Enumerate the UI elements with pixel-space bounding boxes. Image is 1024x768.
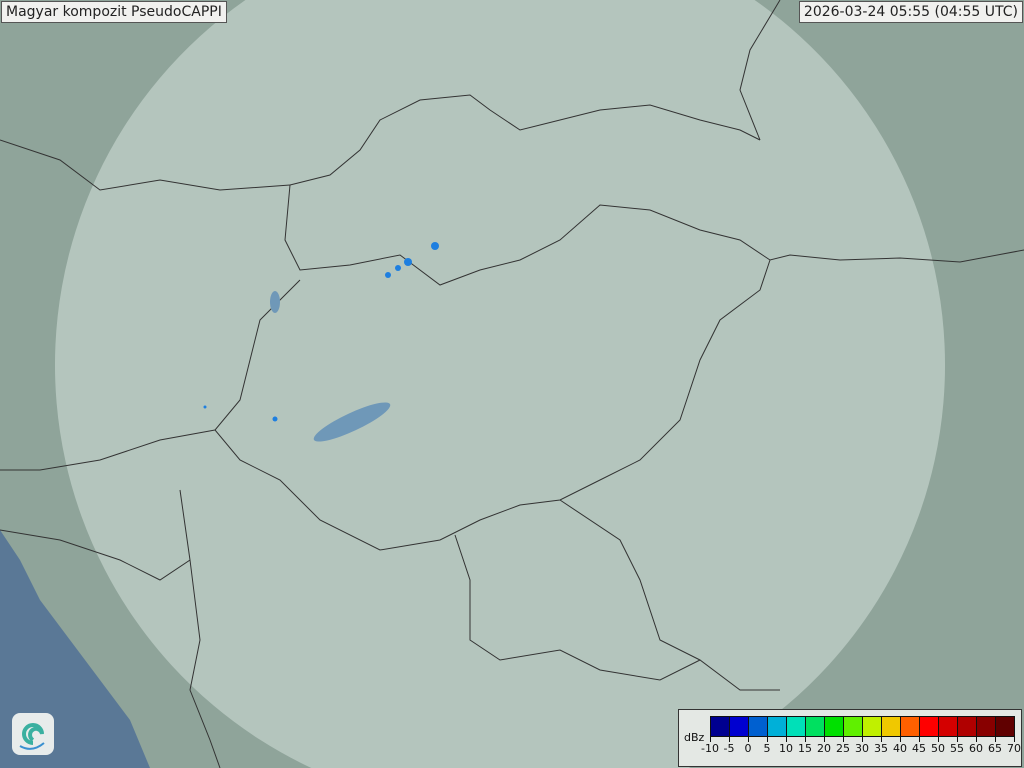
legend-tick (729, 737, 730, 742)
legend-tick-label: 15 (798, 742, 812, 755)
legend-tick (938, 737, 939, 742)
lake-neusiedl (270, 291, 280, 313)
lakes (270, 291, 391, 442)
legend-tick-label: 35 (874, 742, 888, 755)
legend-tick-label: 10 (779, 742, 793, 755)
legend-swatch (749, 717, 768, 736)
radar-echoes (203, 242, 439, 422)
legend-tick-label: 20 (817, 742, 831, 755)
legend-tick (1014, 737, 1015, 742)
legend-tick (976, 737, 977, 742)
legend-tick-label: 40 (893, 742, 907, 755)
legend-tick-label: 45 (912, 742, 926, 755)
legend-tick-label: 30 (855, 742, 869, 755)
legend-swatch (920, 717, 939, 736)
swirl-logo-icon (19, 723, 45, 750)
legend-tick-label: 25 (836, 742, 850, 755)
legend-unit: dBz (684, 731, 705, 744)
legend-tick (767, 737, 768, 742)
legend-tick (900, 737, 901, 742)
timestamp: 2026-03-24 05:55 (04:55 UTC) (798, 1, 1023, 23)
legend-tick (824, 737, 825, 742)
legend-swatch (863, 717, 882, 736)
legend-swatch (768, 717, 787, 736)
lake-balaton (313, 402, 391, 442)
legend-swatch (977, 717, 996, 736)
legend-ticks: -10 -5 0 5 10 15 20 25 30 35 40 45 50 55 60 65 70 (701, 737, 1021, 757)
legend-tick (995, 737, 996, 742)
legend-tick-label: 50 (931, 742, 945, 755)
legend-swatch (958, 717, 977, 736)
legend-tick (881, 737, 882, 742)
legend-tick-label: 0 (744, 742, 752, 755)
legend-tick-label: 65 (988, 742, 1002, 755)
legend-tick (786, 737, 787, 742)
legend-swatch (806, 717, 825, 736)
radar-coverage-area (54, 0, 946, 768)
legend-tick-label: -5 (723, 742, 735, 755)
legend-tick (710, 737, 711, 742)
adriatic-sea (0, 530, 150, 768)
weather-service-logo (12, 713, 54, 755)
legend-swatch (901, 717, 920, 736)
legend-swatch (730, 717, 749, 736)
legend-tick-label: 5 (763, 742, 771, 755)
legend-tick (748, 737, 749, 742)
legend-tick (862, 737, 863, 742)
legend-swatch (844, 717, 863, 736)
legend-tick (957, 737, 958, 742)
dbz-legend: dBz -10 -5 0 5 10 15 20 25 30 35 40 45 50 55 60 65 70 (678, 709, 1022, 767)
legend-tick (805, 737, 806, 742)
legend-tick-label: 55 (950, 742, 964, 755)
legend-tick-label: -10 (701, 742, 719, 755)
legend-color-bar (710, 716, 1015, 737)
legend-swatch (882, 717, 901, 736)
product-title: Magyar kompozit PseudoCAPPI (1, 1, 227, 23)
legend-swatch (787, 717, 806, 736)
legend-swatch (825, 717, 844, 736)
legend-tick-label: 60 (969, 742, 983, 755)
legend-swatch (939, 717, 958, 736)
legend-tick (843, 737, 844, 742)
legend-swatch (996, 717, 1014, 736)
legend-swatch (711, 717, 730, 736)
legend-tick (919, 737, 920, 742)
legend-tick-label: 70 (1007, 742, 1021, 755)
